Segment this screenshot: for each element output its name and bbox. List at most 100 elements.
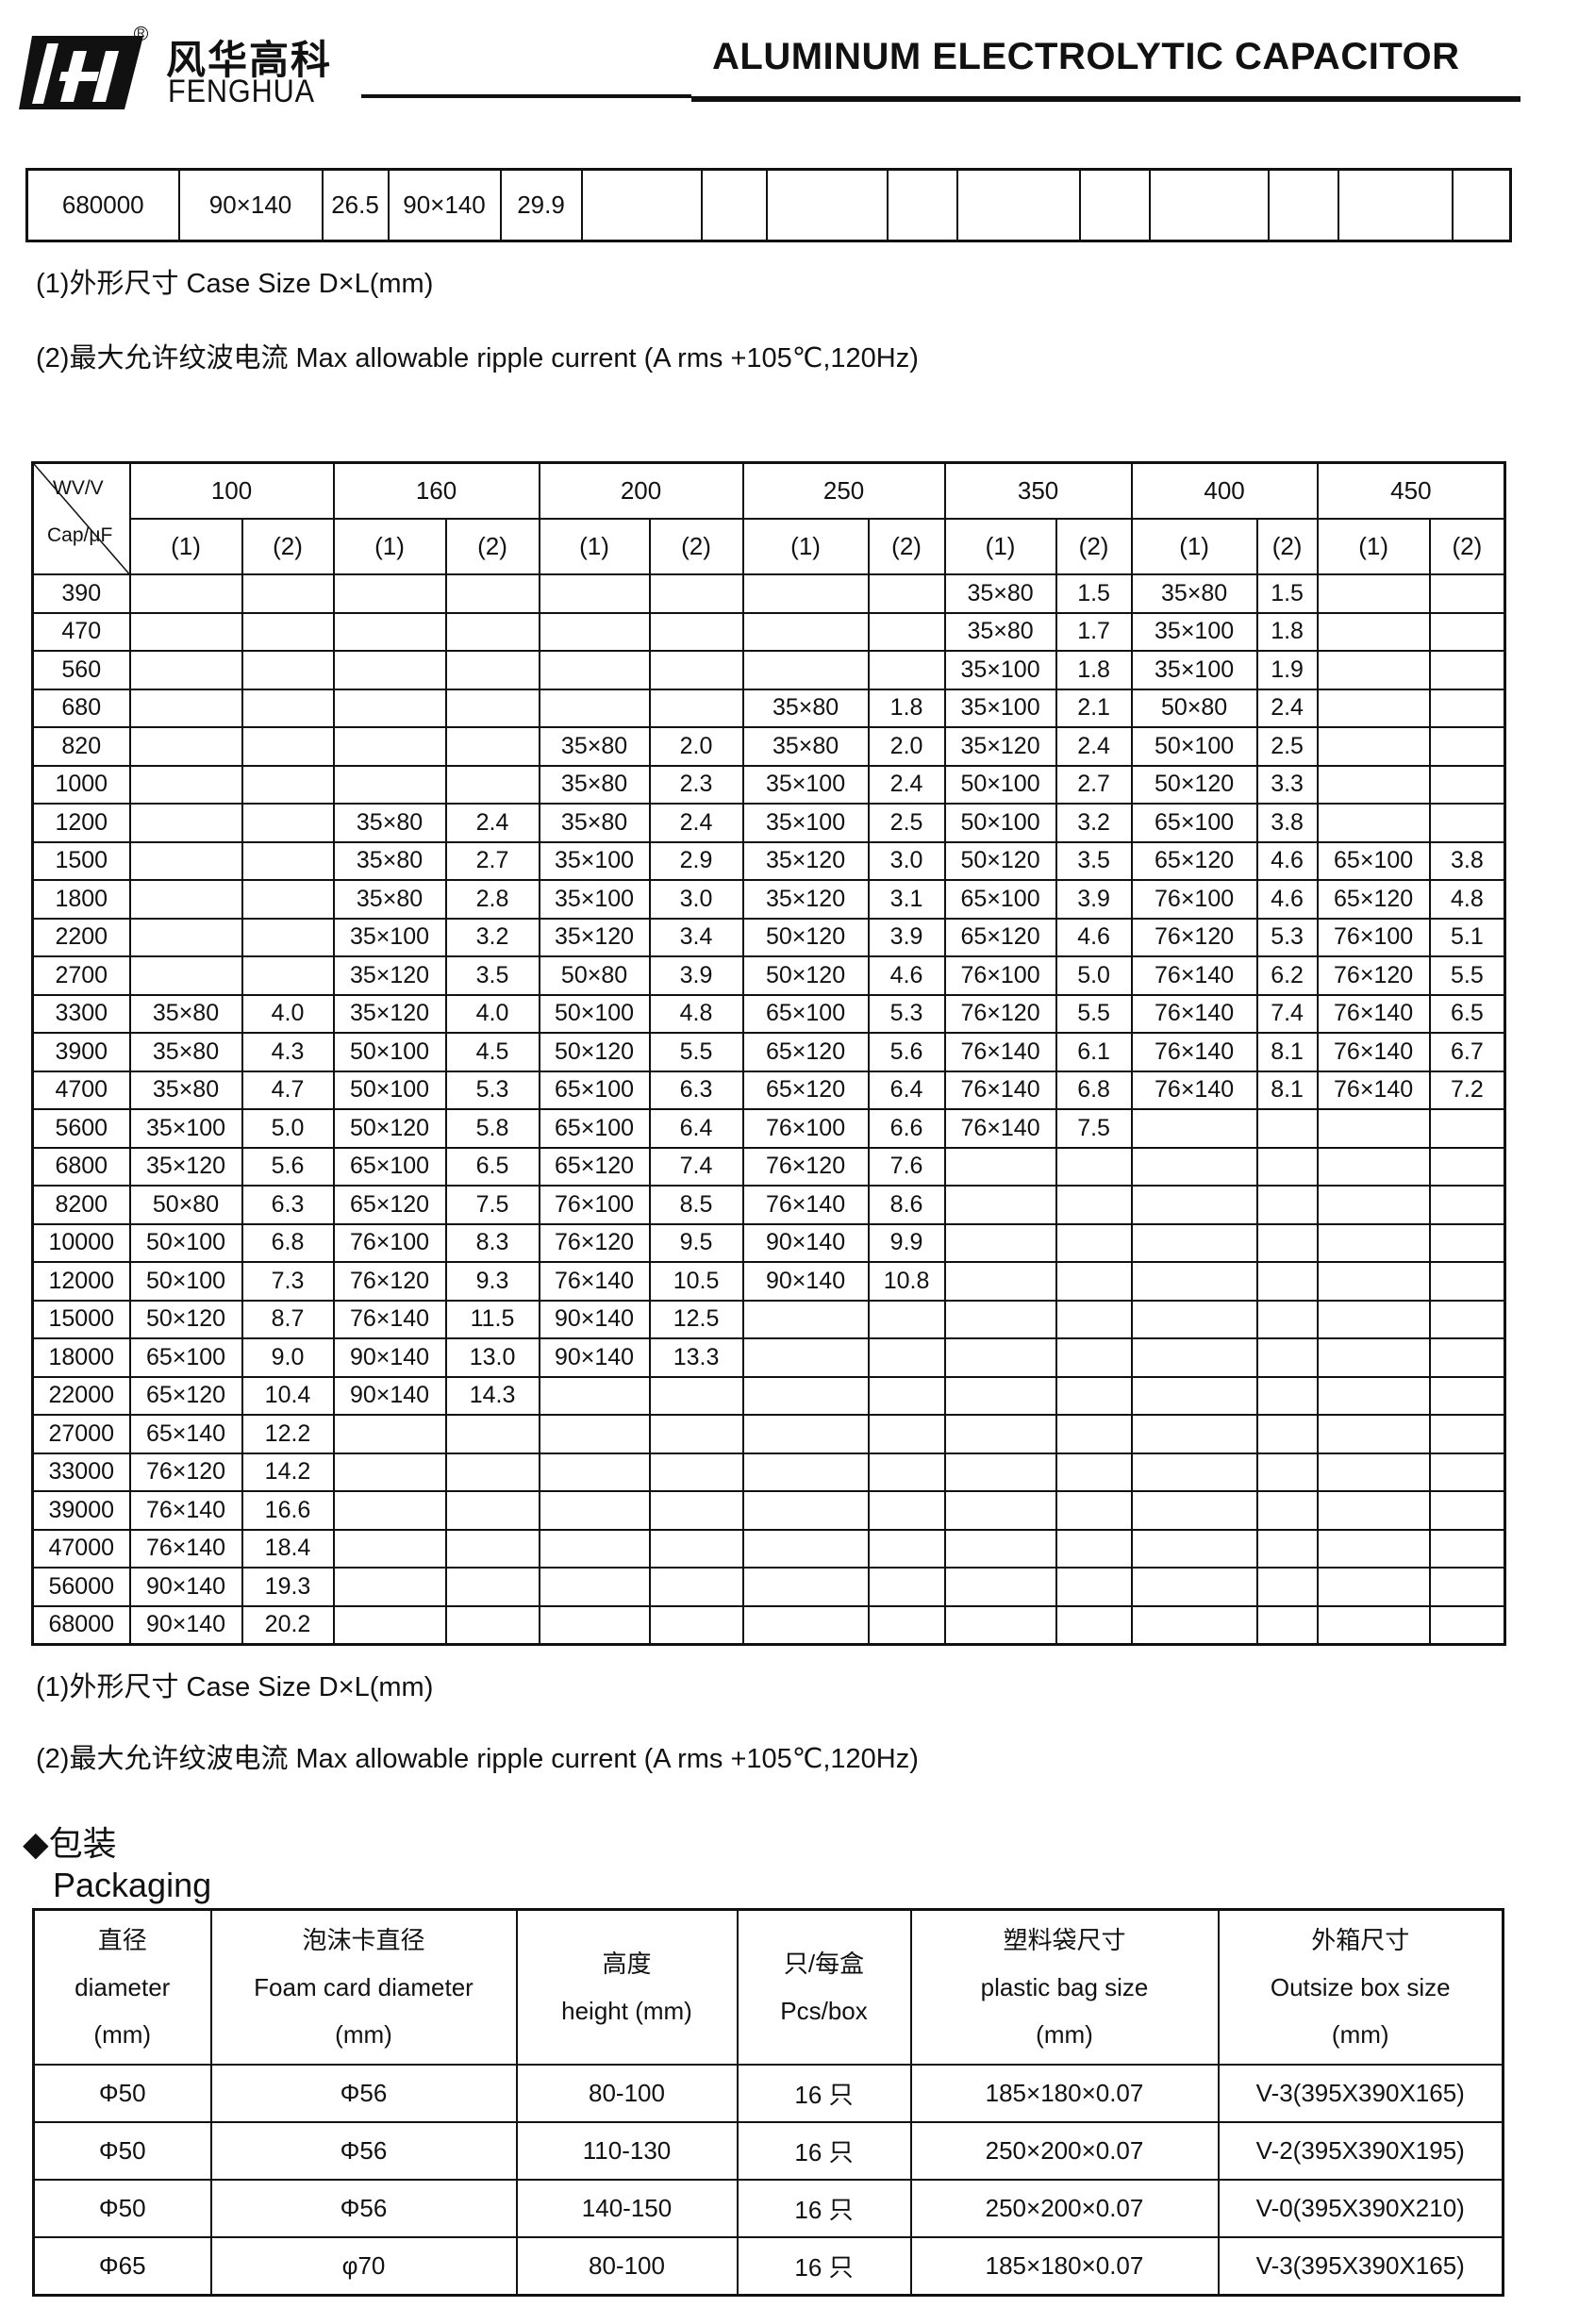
case-size-cell: 35×100 [943,650,1057,690]
case-size-cell: 35×120 [332,955,447,996]
corner-header-cell: WV/V Cap/μF [31,461,131,575]
ripple-current-cell [648,1452,744,1492]
ripple-current-cell [1428,1490,1506,1531]
ripple-current-cell [1255,1222,1319,1263]
ripple-current-cell: 4.6 [867,955,946,996]
table-row: 22000 65×120 10.4 90×140 14.3 [31,1375,1506,1416]
ripple-current-cell [1428,1299,1506,1339]
case-size-cell: 65×120 [1130,840,1258,881]
case-size-cell: 35×100 [741,764,870,805]
note-case-size: (1)外形尺寸 Case Size D×L(mm) [36,269,434,299]
ripple-current-cell [241,650,335,690]
table-cell [1337,168,1454,242]
case-size-cell: 76×140 [1130,1070,1258,1110]
voltage-header: 400 [1130,461,1319,520]
case-size-cell: 90×140 [741,1261,870,1302]
capacitance-cell: 680 [31,688,131,728]
ripple-current-cell [1055,1146,1133,1187]
ripple-current-cell: 2.7 [444,840,540,881]
header-line: 塑料袋尺寸 [1003,1926,1126,1954]
case-size-cell [1316,1185,1431,1225]
capacitance-cell: 12000 [31,1261,131,1302]
voltage-header: 160 [332,461,540,520]
ripple-current-cell [241,917,335,957]
case-size-cell [943,1528,1057,1569]
ripple-current-cell: 5.0 [241,1108,335,1149]
case-size-cell: 65×100 [943,879,1057,920]
case-size-cell [538,1567,651,1607]
ripple-current-cell: 1.9 [1255,650,1319,690]
table-row: Φ65 φ70 80-100 16 只 185×180×0.07 V-3(395X390X… [32,2236,1504,2297]
case-size-cell [538,1490,651,1531]
capacitance-cell: 4700 [31,1070,131,1110]
packaging-cell: V-0(395X390X210) [1217,2179,1504,2238]
ripple-current-cell [648,573,744,614]
table-cell [886,168,958,242]
case-size-cell [1130,1490,1258,1531]
ripple-current-cell [1055,1414,1133,1454]
case-size-cell [1316,764,1431,805]
table-cell [955,168,1081,242]
case-size-cell: 76×100 [943,955,1057,996]
case-size-cell [128,650,243,690]
case-size-cell: 76×140 [332,1299,447,1339]
subheader-row: (1) (2) (1) (2) (1) (2) (1) (2) (1) (2) (1) (2) (1)(… [33,518,1506,575]
packaging-cell: 80-100 [515,2064,739,2123]
ripple-current-cell: 3.9 [1055,879,1133,920]
ripple-current-cell: 7.4 [1255,993,1319,1034]
case-size-cell: 76×120 [538,1222,651,1263]
case-size-subheader: (1) [128,518,243,575]
ripple-current-cell [867,650,946,690]
ripple-current-cell: 14.3 [444,1375,540,1416]
ripple-current-cell: 3.1 [867,879,946,920]
table-row: 1200 35×80 2.4 35×80 2.4 35×100 2.5 50×100 3.2 65… [31,803,1506,843]
ripple-current-subheader: (2) [241,518,335,575]
case-size-cell: 76×140 [1316,993,1431,1034]
ripple-current-cell [1055,1604,1133,1646]
ripple-current-cell: 8.1 [1255,1070,1319,1110]
ripple-current-cell: 9.0 [241,1337,335,1378]
ripple-current-cell [1428,1604,1506,1646]
capacitor-spec-table: WV/V Cap/μF 100 160 200 250 350 400 450 (1) (2)… [31,461,1507,1646]
case-size-cell [332,1567,447,1607]
packaging-cell: Φ50 [32,2064,212,2123]
table-cell: 90×140 [177,168,324,242]
ripple-current-cell: 1.8 [867,688,946,728]
ripple-current-cell: 8.3 [444,1222,540,1263]
ripple-current-cell: 5.8 [444,1108,540,1149]
case-size-cell: 90×140 [128,1604,243,1646]
ripple-current-cell: 4.6 [1255,840,1319,881]
case-size-cell [332,1490,447,1531]
ripple-current-cell: 18.4 [241,1528,335,1569]
case-size-cell: 50×120 [128,1299,243,1339]
case-size-cell: 65×120 [538,1146,651,1187]
ripple-current-cell [867,1528,946,1569]
case-size-cell [943,1414,1057,1454]
capacitance-cell: 1200 [31,803,131,843]
ripple-current-cell [241,879,335,920]
header-line: (mm) [93,2020,152,2049]
table-row: 1500 35×80 2.7 35×100 2.9 35×120 3.0 50×120 3.5 6… [31,840,1506,881]
ripple-current-cell: 6.5 [1428,993,1506,1034]
case-size-cell [332,573,447,614]
capacitance-cell: 1000 [31,764,131,805]
note-ripple-current-2: (2)最大允许纹波电流 Max allowable ripple current… [36,1744,919,1774]
table-row: 12000 50×100 7.3 76×120 9.3 76×140 10.5 90×140 1… [31,1261,1506,1302]
packaging-cell: 140-150 [515,2179,739,2238]
table-cell [765,168,889,242]
case-size-cell: 35×80 [538,726,651,767]
case-size-cell: 35×80 [943,611,1057,652]
diagonal-line [34,464,129,573]
case-size-cell: 35×80 [128,993,243,1034]
case-size-cell [128,573,243,614]
table-row: 2700 35×120 3.5 50×80 3.9 50×120 4.6 76×100 5.0 7… [31,955,1506,996]
case-size-cell: 65×100 [538,1108,651,1149]
table-cell [1148,168,1270,242]
ripple-current-cell [241,764,335,805]
case-size-cell [1130,1528,1258,1569]
ripple-current-subheader: (2) [1055,518,1133,575]
ripple-current-cell [867,1299,946,1339]
header-line: Pcs/box [780,1997,868,2025]
case-size-cell [943,1185,1057,1225]
ripple-current-cell: 5.6 [241,1146,335,1187]
